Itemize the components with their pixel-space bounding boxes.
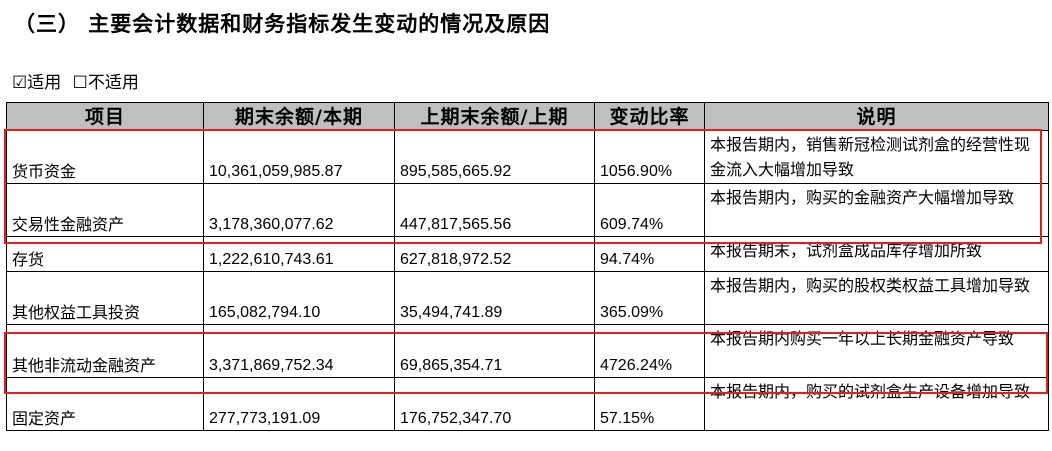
row-item: 货币资金 (6, 130, 204, 184)
row-previous: 895,585,665.92 (394, 130, 595, 184)
table-row: 存货 1,222,610,743.61 627,818,972.52 94.74… (6, 236, 1049, 272)
row-item: 存货 (6, 236, 204, 272)
row-ratio: 94.74% (594, 236, 705, 272)
not-applicable-checkbox[interactable]: ☐不适用 (72, 73, 139, 93)
row-previous: 69,865,354.71 (394, 324, 595, 378)
section-heading: （三） 主要会计数据和财务指标发生变动的情况及原因 (14, 12, 551, 36)
row-item: 其他非流动金融资产 (6, 324, 204, 378)
table-header-row: 项目 期末余额/本期 上期末余额/上期 变动比率 说明 (6, 102, 1049, 131)
row-current: 165,082,794.10 (203, 271, 395, 325)
row-current: 10,361,059,985.87 (203, 130, 395, 184)
table-row: 交易性金融资产 3,178,360,077.62 447,817,565.56 … (6, 183, 1049, 237)
header-current: 期末余额/本期 (203, 102, 395, 131)
row-note: 本报告期内，购买的金融资产大幅增加导致 (704, 183, 1049, 237)
table-row: 货币资金 10,361,059,985.87 895,585,665.92 10… (6, 130, 1049, 184)
row-note: 本报告期末，试剂盒成品库存增加所致 (704, 236, 1049, 272)
table-row: 固定资产 277,773,191.09 176,752,347.70 57.15… (6, 377, 1049, 431)
row-current: 3,371,869,752.34 (203, 324, 395, 378)
row-ratio: 365.09% (594, 271, 705, 325)
row-previous: 35,494,741.89 (394, 271, 595, 325)
row-note: 本报告期内，购买的试剂盒生产设备增加导致 (704, 377, 1049, 431)
row-item: 交易性金融资产 (6, 183, 204, 237)
row-current: 1,222,610,743.61 (203, 236, 395, 272)
header-item: 项目 (6, 102, 204, 131)
row-item: 固定资产 (6, 377, 204, 431)
row-previous: 176,752,347.70 (394, 377, 595, 431)
financial-change-table: 项目 期末余额/本期 上期末余额/上期 变动比率 说明 货币资金 10,361,… (6, 102, 1049, 431)
table-row: 其他权益工具投资 165,082,794.10 35,494,741.89 36… (6, 271, 1049, 325)
row-note: 本报告期内，购买的股权类权益工具增加导致 (704, 271, 1049, 325)
row-current: 277,773,191.09 (203, 377, 395, 431)
row-previous: 447,817,565.56 (394, 183, 595, 237)
row-ratio: 4726.24% (594, 324, 705, 378)
table-row: 其他非流动金融资产 3,371,869,752.34 69,865,354.71… (6, 324, 1049, 378)
row-previous: 627,818,972.52 (394, 236, 595, 272)
applicability-options: ☑适用 ☐不适用 (12, 68, 145, 93)
header-ratio: 变动比率 (594, 102, 705, 131)
applicable-checkbox[interactable]: ☑适用 (12, 73, 62, 93)
row-note: 本报告期内购买一年以上长期金融资产导致 (704, 324, 1049, 378)
row-item: 其他权益工具投资 (6, 271, 204, 325)
row-ratio: 1056.90% (594, 130, 705, 184)
header-previous: 上期末余额/上期 (394, 102, 595, 131)
header-note: 说明 (704, 102, 1049, 131)
row-ratio: 57.15% (594, 377, 705, 431)
row-current: 3,178,360,077.62 (203, 183, 395, 237)
row-note: 本报告期内，销售新冠检测试剂盒的经营性现金流入大幅增加导致 (704, 130, 1049, 184)
row-ratio: 609.74% (594, 183, 705, 237)
